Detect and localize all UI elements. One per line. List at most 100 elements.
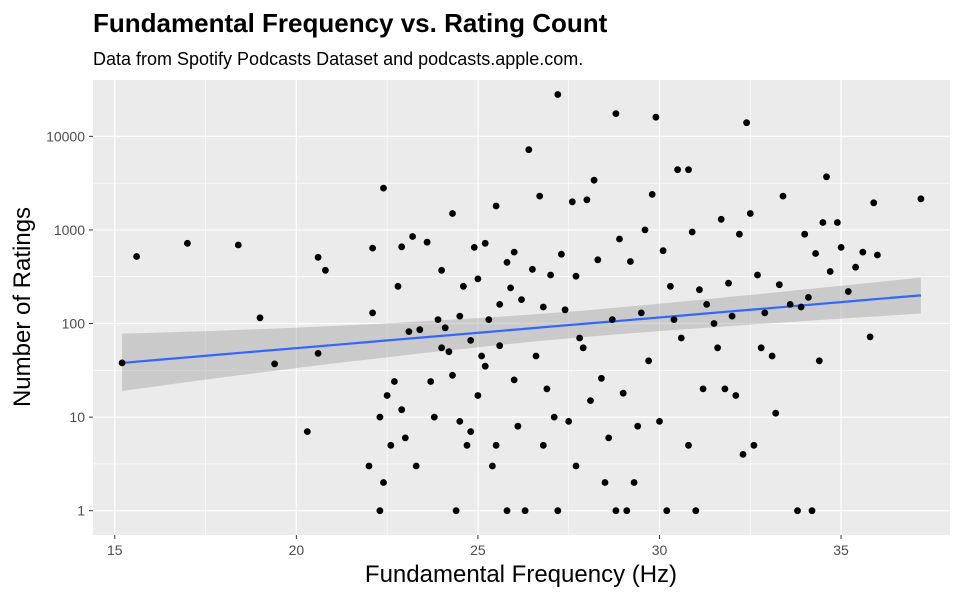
data-point: [750, 441, 758, 449]
data-point: [667, 282, 674, 290]
data-point: [677, 334, 685, 342]
data-point: [365, 462, 373, 470]
data-point: [797, 303, 805, 311]
data-point: [648, 191, 656, 198]
x-axis-title: Fundamental Frequency (Hz): [365, 561, 677, 588]
data-point: [834, 219, 841, 226]
data-point: [507, 284, 514, 292]
x-axis-ticks: 15 20 25 30 35: [107, 535, 849, 558]
x-tick-label: 25: [470, 542, 486, 558]
data-point: [496, 301, 504, 308]
data-point: [819, 219, 827, 226]
data-point: [434, 316, 442, 323]
data-point: [456, 418, 464, 425]
data-point: [623, 507, 631, 515]
data-point: [587, 397, 594, 404]
data-point: [398, 243, 406, 251]
data-point: [387, 441, 395, 449]
data-point: [380, 479, 387, 486]
data-point: [314, 253, 322, 261]
data-point: [859, 248, 867, 256]
data-point: [234, 241, 242, 249]
data-point: [474, 392, 482, 399]
data-point: [721, 385, 729, 393]
data-point: [616, 235, 623, 243]
data-point: [554, 91, 562, 98]
data-point: [492, 202, 500, 210]
chart-subtitle: Data from Spotify Podcasts Dataset and p…: [93, 49, 584, 69]
grid-minor: [93, 80, 950, 535]
y-axis-title: Number of Ratings: [9, 207, 36, 407]
data-point: [452, 507, 460, 515]
data-point: [576, 334, 583, 342]
data-point: [383, 392, 391, 399]
data-point: [391, 378, 398, 385]
data-point: [630, 479, 638, 486]
data-point: [518, 296, 525, 303]
data-point: [521, 507, 529, 515]
data-point: [467, 428, 475, 435]
data-point: [369, 244, 376, 252]
data-point: [456, 312, 464, 320]
data-point: [572, 462, 580, 470]
data-point: [699, 385, 707, 393]
y-axis-ticks: 1 10 100 1000 10000: [46, 128, 93, 519]
data-point: [612, 110, 620, 117]
data-point: [416, 326, 424, 334]
data-point: [503, 507, 511, 515]
data-point: [692, 507, 700, 515]
data-point: [601, 479, 609, 486]
y-tick-label: 1000: [54, 222, 85, 238]
data-point: [322, 266, 329, 274]
data-point: [772, 409, 780, 417]
data-point: [478, 352, 485, 360]
data-point: [801, 230, 809, 238]
y-tick-label: 100: [62, 316, 86, 332]
data-point: [536, 192, 544, 200]
data-point: [547, 271, 554, 279]
data-point: [688, 228, 696, 236]
data-point: [489, 462, 496, 470]
data-point: [510, 248, 518, 256]
data-point: [837, 244, 845, 251]
data-point: [394, 282, 402, 290]
data-point: [608, 316, 616, 323]
confidence-ribbon: [122, 277, 921, 391]
data-point: [612, 507, 620, 515]
data-point: [808, 507, 816, 515]
data-point: [743, 119, 750, 127]
y-tick-label: 1: [77, 503, 85, 519]
data-point: [583, 196, 591, 204]
data-point: [598, 374, 605, 382]
data-point: [652, 113, 660, 121]
data-point: [637, 309, 645, 317]
data-point: [641, 226, 649, 234]
data-point: [376, 413, 384, 421]
data-point: [441, 324, 449, 332]
data-point: [627, 258, 634, 265]
data-point: [754, 271, 761, 279]
data-point: [732, 392, 740, 399]
data-point: [369, 309, 376, 317]
data-point: [550, 413, 558, 421]
data-point: [656, 418, 663, 425]
data-point: [460, 282, 467, 290]
points-layer: [118, 91, 925, 515]
x-tick-label: 15: [107, 542, 123, 558]
data-point: [398, 406, 406, 414]
data-point: [133, 253, 141, 260]
data-point: [405, 328, 413, 335]
data-point: [746, 210, 754, 217]
data-point: [470, 244, 478, 251]
data-point: [645, 357, 652, 365]
data-point: [826, 268, 834, 275]
data-point: [529, 265, 536, 273]
data-point: [779, 192, 787, 200]
data-point: [786, 301, 794, 308]
data-point: [449, 371, 456, 379]
data-point: [659, 247, 667, 255]
data-point: [605, 434, 613, 442]
x-tick-label: 35: [833, 542, 849, 558]
data-point: [594, 256, 602, 264]
